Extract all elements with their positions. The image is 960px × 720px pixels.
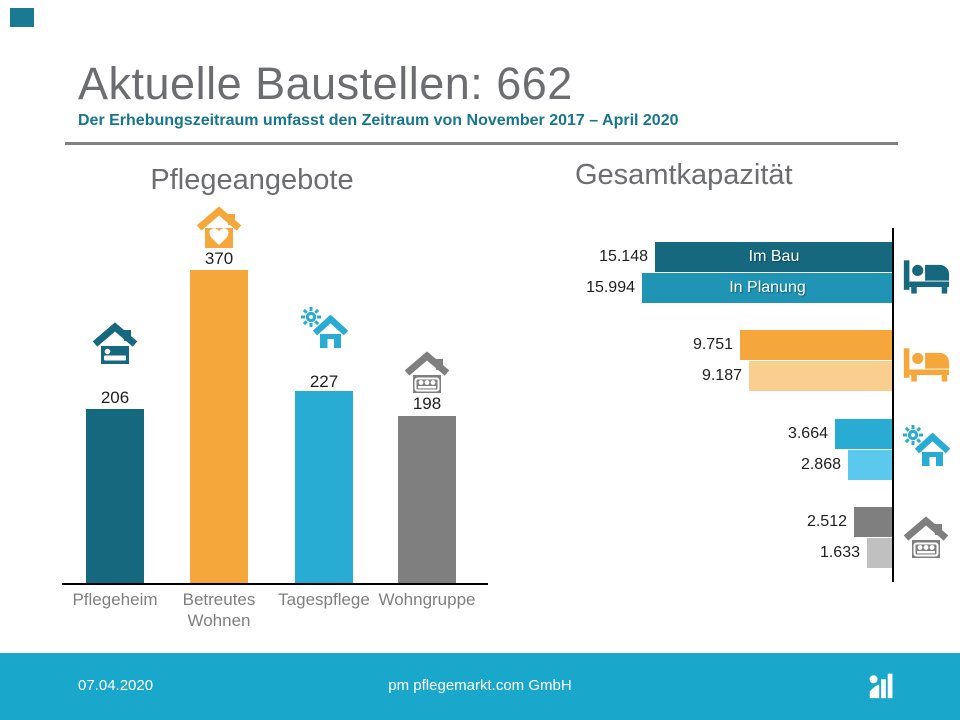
category-label: Betreutes Wohnen (182, 590, 256, 630)
hbar-in-planung (867, 538, 893, 568)
bar-wohngruppe (398, 416, 456, 583)
chart-logo-icon (866, 667, 902, 703)
house-sun-icon (299, 306, 349, 350)
house-sun-icon (902, 424, 951, 468)
hbar-value-label: 2.512 (806, 513, 847, 530)
bed-icon (902, 344, 950, 384)
corner-accent (10, 8, 34, 27)
footer-company: pm pflegemarkt.com GmbH (388, 677, 572, 694)
house-heart-icon (194, 206, 244, 250)
series-name-label: In Planung (729, 279, 806, 296)
hbar-in-planung (642, 273, 893, 303)
hbar-value-label: 2.868 (800, 456, 841, 473)
footer-bar: 07.04.2020 pm pflegemarkt.com GmbH (0, 653, 960, 720)
hbar-value-label: 1.633 (819, 544, 860, 561)
page-subtitle: Der Erhebungszeitraum umfasst den Zeitra… (78, 112, 679, 129)
page-title: Aktuelle Baustellen: 662 (78, 58, 573, 109)
category-label: Wohngruppe (378, 590, 476, 609)
house-people-icon (402, 351, 452, 395)
bar-value-label: 198 (412, 394, 442, 413)
right-chart-title: Gesamtkapazität (575, 159, 793, 191)
left-chart-title: Pflegeangebote (150, 164, 354, 196)
hbar-in-planung (749, 361, 893, 391)
hbar-value-label: 9.751 (692, 336, 733, 353)
house-bed-icon (90, 322, 140, 366)
bar-value-label: 227 (309, 372, 339, 391)
hbar-value-label: 3.664 (787, 425, 828, 442)
bar-betreutes-wohnen (190, 270, 248, 583)
series-name-label: Im Bau (748, 248, 800, 265)
hbar-im-bau (854, 507, 893, 537)
footer-date: 07.04.2020 (78, 677, 154, 694)
left-chart-baseline (62, 583, 488, 585)
bar-pflegeheim (86, 409, 144, 583)
bed-icon (902, 256, 950, 296)
hbar-im-bau (655, 242, 893, 272)
hbar-value-label: 15.994 (586, 279, 635, 296)
hbar-im-bau (740, 330, 893, 360)
category-label: Pflegeheim (72, 590, 158, 609)
header-divider (65, 142, 898, 145)
right-chart-axis (892, 228, 894, 582)
hbar-value-label: 15.148 (599, 248, 648, 265)
hbar-im-bau (835, 419, 893, 449)
bar-value-label: 370 (204, 249, 234, 268)
hbar-in-planung (848, 450, 893, 480)
hbar-value-label: 9.187 (701, 367, 742, 384)
house-people-icon (902, 516, 950, 560)
bar-value-label: 206 (100, 388, 130, 407)
category-label: Tagespflege (278, 590, 370, 609)
bar-tagespflege (295, 391, 353, 583)
